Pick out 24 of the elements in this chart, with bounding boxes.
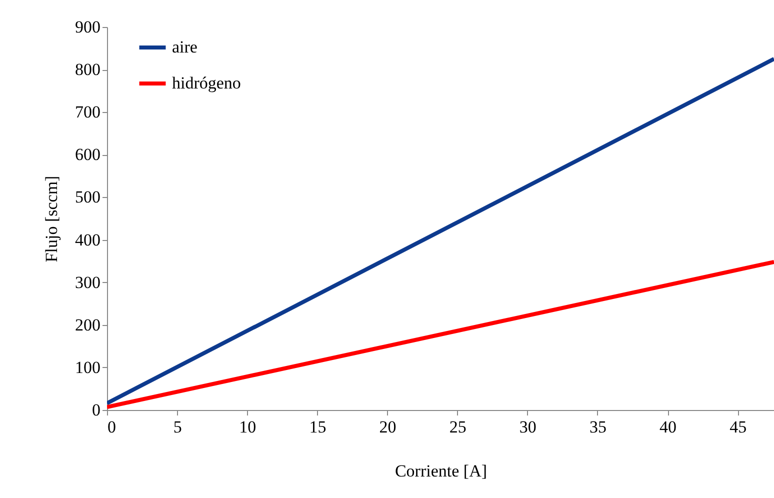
legend-label: aire: [172, 38, 198, 56]
y-tick-label: 800: [75, 60, 100, 80]
x-tick-label: 25: [449, 418, 466, 436]
y-tick-label: 700: [75, 102, 100, 122]
y-tick-label: 200: [75, 315, 100, 334]
x-tick-label: 15: [309, 418, 326, 436]
y-tick-label: 600: [75, 145, 100, 164]
x-tick-label: 5: [173, 418, 182, 436]
y-tick-label: 300: [75, 272, 100, 292]
y-axis-title: Flujo [sccm]: [42, 176, 61, 262]
y-tick-label: 0: [92, 400, 100, 420]
x-tick-label: 10: [239, 418, 256, 436]
y-tick-label: 900: [75, 18, 100, 36]
x-axis-title: Corriente [A]: [394, 462, 488, 480]
y-tick-label: 100: [75, 358, 100, 377]
legend-label: hidrógeno: [172, 74, 241, 92]
x-tick-label: 20: [379, 418, 396, 436]
x-tick-label: 0: [108, 418, 116, 436]
x-tick-label: 35: [589, 418, 606, 436]
x-tick-label: 30: [519, 418, 536, 436]
y-tick-label: 500: [75, 188, 100, 207]
x-tick-label: 40: [660, 418, 677, 436]
x-tick-label: 45: [730, 418, 747, 436]
y-tick-label: 400: [75, 230, 100, 250]
